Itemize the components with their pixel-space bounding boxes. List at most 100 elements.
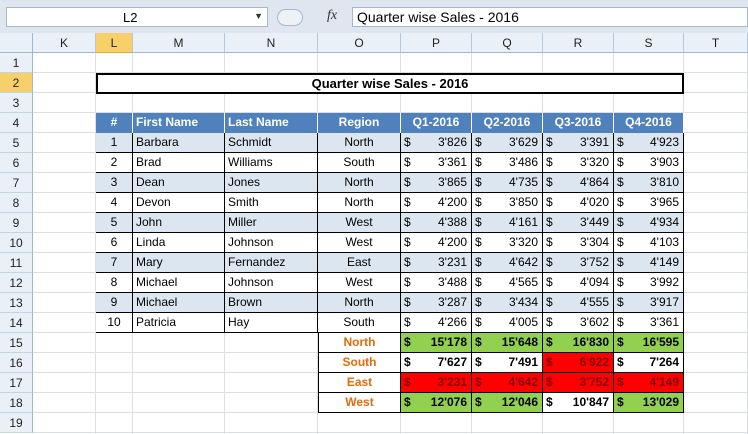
row-header-9[interactable]: 9: [0, 213, 33, 233]
sales-cell-q3[interactable]: $4'555: [543, 293, 614, 313]
sales-cell-q2[interactable]: $3'320: [472, 233, 543, 253]
first-name-cell[interactable]: Patricia: [133, 313, 225, 333]
region-total-cell[interactable]: $10'847: [543, 393, 614, 413]
first-name-cell[interactable]: Mary: [133, 253, 225, 273]
last-name-cell[interactable]: Jones: [225, 173, 318, 193]
region-total-cell[interactable]: $12'046: [472, 393, 543, 413]
region-total-label[interactable]: North: [318, 333, 401, 353]
row-header-6[interactable]: 6: [0, 153, 33, 173]
last-name-cell[interactable]: Smith: [225, 193, 318, 213]
region-total-cell[interactable]: $7'491: [472, 353, 543, 373]
name-box[interactable]: L2 ▼: [6, 7, 268, 27]
region-cell[interactable]: North: [318, 293, 401, 313]
row-header-12[interactable]: 12: [0, 273, 33, 293]
formula-input[interactable]: Quarter wise Sales - 2016: [352, 7, 748, 27]
first-name-cell[interactable]: Devon: [133, 193, 225, 213]
region-cell[interactable]: West: [318, 213, 401, 233]
row-header-16[interactable]: 16: [0, 353, 33, 373]
sales-cell-q3[interactable]: $3'449: [543, 213, 614, 233]
region-cell[interactable]: South: [318, 153, 401, 173]
column-header-k[interactable]: K: [33, 33, 96, 53]
table-header-cell[interactable]: Q1-2016: [401, 113, 472, 133]
region-total-cell[interactable]: $15'648: [472, 333, 543, 353]
column-header-q[interactable]: Q: [472, 33, 543, 53]
sales-cell-q2[interactable]: $4'735: [472, 173, 543, 193]
row-header-11[interactable]: 11: [0, 253, 33, 273]
sales-cell-q1[interactable]: $4'388: [401, 213, 472, 233]
first-name-cell[interactable]: Michael: [133, 293, 225, 313]
table-header-cell[interactable]: Last Name: [225, 113, 318, 133]
last-name-cell[interactable]: Hay: [225, 313, 318, 333]
region-cell[interactable]: South: [318, 313, 401, 333]
first-name-cell[interactable]: John: [133, 213, 225, 233]
table-header-cell[interactable]: #: [96, 113, 133, 133]
row-header-4[interactable]: 4: [0, 113, 33, 133]
region-total-cell[interactable]: $6'922: [543, 353, 614, 373]
row-header-1[interactable]: 1: [0, 53, 33, 73]
row-header-8[interactable]: 8: [0, 193, 33, 213]
region-total-cell[interactable]: $4'149: [614, 373, 684, 393]
row-header-2[interactable]: 2: [0, 73, 33, 93]
region-total-cell[interactable]: $13'029: [614, 393, 684, 413]
sheet-title[interactable]: Quarter wise Sales - 2016: [96, 73, 684, 94]
record-number[interactable]: 8: [96, 273, 133, 293]
table-header-cell[interactable]: Region: [318, 113, 401, 133]
first-name-cell[interactable]: Dean: [133, 173, 225, 193]
column-header-r[interactable]: R: [543, 33, 614, 53]
sales-cell-q1[interactable]: $4'200: [401, 193, 472, 213]
region-cell[interactable]: West: [318, 233, 401, 253]
region-cell[interactable]: North: [318, 173, 401, 193]
row-header-13[interactable]: 13: [0, 293, 33, 313]
sales-cell-q4[interactable]: $4'934: [614, 213, 684, 233]
table-header-cell[interactable]: Q2-2016: [472, 113, 543, 133]
sales-cell-q4[interactable]: $3'965: [614, 193, 684, 213]
sales-cell-q4[interactable]: $4'923: [614, 133, 684, 153]
sales-cell-q2[interactable]: $4'642: [472, 253, 543, 273]
sales-cell-q2[interactable]: $4'005: [472, 313, 543, 333]
select-all-corner[interactable]: [0, 33, 33, 53]
last-name-cell[interactable]: Fernandez: [225, 253, 318, 273]
row-header-17[interactable]: 17: [0, 373, 33, 393]
record-number[interactable]: 5: [96, 213, 133, 233]
table-header-cell[interactable]: Q4-2016: [614, 113, 684, 133]
sales-cell-q1[interactable]: $4'200: [401, 233, 472, 253]
sales-cell-q1[interactable]: $3'488: [401, 273, 472, 293]
row-header-14[interactable]: 14: [0, 313, 33, 333]
sales-cell-q2[interactable]: $4'161: [472, 213, 543, 233]
region-total-cell[interactable]: $12'076: [401, 393, 472, 413]
formula-bar-grip[interactable]: [277, 9, 303, 26]
region-cell[interactable]: North: [318, 133, 401, 153]
row-header-18[interactable]: 18: [0, 393, 33, 413]
region-total-cell[interactable]: $15'178: [401, 333, 472, 353]
sales-cell-q1[interactable]: $3'231: [401, 253, 472, 273]
sales-cell-q3[interactable]: $4'094: [543, 273, 614, 293]
sales-cell-q4[interactable]: $4'103: [614, 233, 684, 253]
record-number[interactable]: 4: [96, 193, 133, 213]
column-header-o[interactable]: O: [318, 33, 401, 53]
record-number[interactable]: 1: [96, 133, 133, 153]
column-header-n[interactable]: N: [225, 33, 318, 53]
first-name-cell[interactable]: Barbara: [133, 133, 225, 153]
record-number[interactable]: 9: [96, 293, 133, 313]
sales-cell-q3[interactable]: $3'391: [543, 133, 614, 153]
record-number[interactable]: 2: [96, 153, 133, 173]
last-name-cell[interactable]: Johnson: [225, 233, 318, 253]
row-header-10[interactable]: 10: [0, 233, 33, 253]
row-header-19[interactable]: 19: [0, 413, 33, 433]
last-name-cell[interactable]: Brown: [225, 293, 318, 313]
sales-cell-q2[interactable]: $3'629: [472, 133, 543, 153]
record-number[interactable]: 10: [96, 313, 133, 333]
region-total-cell[interactable]: $4'642: [472, 373, 543, 393]
sales-cell-q4[interactable]: $4'149: [614, 253, 684, 273]
sales-cell-q3[interactable]: $4'864: [543, 173, 614, 193]
region-total-label[interactable]: East: [318, 373, 401, 393]
sales-cell-q3[interactable]: $3'602: [543, 313, 614, 333]
first-name-cell[interactable]: Linda: [133, 233, 225, 253]
sales-cell-q3[interactable]: $3'752: [543, 253, 614, 273]
sales-cell-q1[interactable]: $3'865: [401, 173, 472, 193]
sales-cell-q2[interactable]: $3'486: [472, 153, 543, 173]
sales-cell-q3[interactable]: $3'320: [543, 153, 614, 173]
region-total-cell[interactable]: $3'231: [401, 373, 472, 393]
column-header-s[interactable]: S: [614, 33, 684, 53]
